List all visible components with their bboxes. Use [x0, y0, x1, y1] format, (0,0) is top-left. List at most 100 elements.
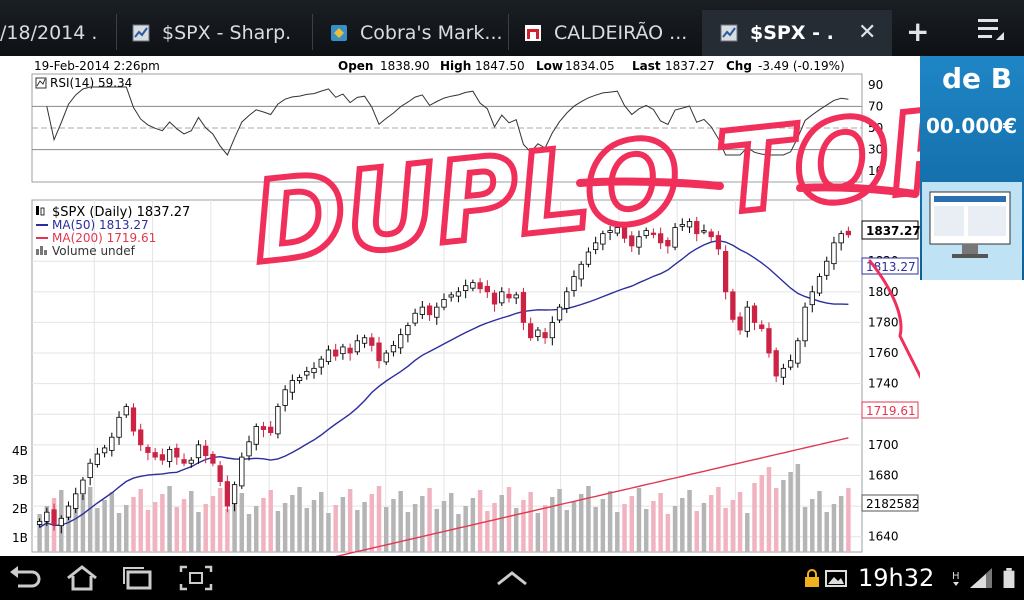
close-tab-icon[interactable]: ✕	[858, 20, 877, 45]
chevron-up-icon[interactable]	[494, 564, 530, 592]
candle	[477, 282, 483, 290]
candle	[665, 240, 671, 247]
ad-headline: de B	[942, 62, 1013, 95]
candle	[766, 328, 772, 354]
candle	[419, 306, 425, 315]
candle	[600, 233, 606, 245]
volume-bar	[369, 494, 375, 552]
open-label: Open	[338, 59, 373, 73]
candle	[275, 406, 281, 435]
stock-chart[interactable]: 19-Feb-2014 2:26pm Open 1838.90 High 184…	[0, 56, 920, 556]
tab-label: CALDEIRÃO ...	[554, 22, 688, 44]
tab-4[interactable]: CALDEIRÃO ...	[524, 10, 696, 56]
candle	[694, 221, 700, 235]
volume-bar	[730, 500, 736, 552]
volume-bar	[196, 512, 201, 552]
candle	[181, 459, 187, 464]
rsi-tick-label: 90	[868, 78, 883, 92]
candle	[578, 263, 584, 280]
volume-bar	[716, 487, 721, 552]
candle	[614, 227, 620, 234]
volume-bar	[485, 511, 490, 552]
tab-separator	[312, 14, 313, 50]
battery-icon	[1003, 568, 1015, 588]
chart-date: 19-Feb-2014 2:26pm	[34, 59, 160, 73]
price-tick-label: 1700	[868, 438, 899, 452]
volume-bar	[499, 495, 505, 552]
candle	[636, 236, 642, 248]
candle	[94, 453, 101, 465]
volume-bar	[138, 489, 143, 552]
candle	[101, 447, 108, 454]
volume-bar	[326, 513, 331, 552]
screenshot-icon[interactable]	[178, 564, 214, 592]
price-tick-label: 1760	[868, 346, 899, 360]
candle	[506, 293, 512, 299]
volume-bar	[622, 504, 627, 552]
candle	[491, 292, 498, 305]
volume-bar	[246, 514, 252, 552]
candle	[203, 445, 209, 456]
candle	[224, 481, 231, 507]
candle	[463, 285, 469, 292]
chg-value: -3.49 (-0.19%)	[758, 59, 845, 73]
candle	[130, 407, 137, 432]
candle	[535, 329, 541, 337]
volume-bar	[124, 505, 129, 552]
new-tab-icon[interactable]: +	[906, 15, 930, 48]
tab-1[interactable]: /18/2014 .	[0, 10, 112, 56]
volume-bar	[607, 491, 613, 552]
volume-bar	[347, 489, 353, 552]
rsi-indicator-icon	[35, 77, 47, 89]
volume-bar	[542, 505, 548, 552]
volume-bar	[456, 514, 461, 552]
last-price-tag-text: 1837.27	[866, 224, 920, 238]
open-value: 1838.90	[380, 59, 430, 73]
volume-bar	[261, 498, 266, 552]
volume-bar	[846, 488, 851, 552]
candle	[340, 346, 346, 355]
candle	[701, 230, 707, 233]
rsi-tick-label: 50	[868, 121, 883, 135]
price-tick-label: 1640	[868, 530, 899, 544]
gallery-icon	[825, 570, 847, 587]
volume-bar	[412, 504, 418, 552]
candle	[564, 291, 570, 309]
candle	[426, 305, 433, 316]
candle	[816, 276, 823, 294]
volume-bar	[383, 507, 389, 552]
candle	[838, 233, 844, 244]
candle-legend-icon	[36, 206, 45, 216]
home-icon[interactable]	[64, 564, 100, 592]
hspa-icon: H	[952, 571, 960, 586]
back-icon[interactable]	[8, 564, 44, 592]
high-value: 1847.50	[475, 59, 525, 73]
tab-2[interactable]: $SPX - Sharp.	[132, 10, 308, 56]
advertisement-banner[interactable]: de B 00.000€	[920, 56, 1024, 280]
tab-5-active[interactable]: $SPX - .	[702, 10, 892, 56]
volume-bar	[651, 501, 656, 552]
signal-icon	[970, 568, 992, 588]
ad-amount: 00.000€	[926, 114, 1018, 138]
page-content: 19-Feb-2014 2:26pm Open 1838.90 High 184…	[0, 56, 1024, 556]
candle	[448, 294, 454, 298]
volume-bar	[282, 503, 288, 552]
candle	[73, 493, 79, 509]
menu-icon[interactable]	[976, 16, 1006, 44]
recent-apps-icon[interactable]	[120, 564, 156, 592]
volume-bar	[203, 504, 208, 552]
candle	[217, 465, 223, 482]
ad-monitor-image	[922, 182, 1022, 280]
volume-bar	[795, 464, 801, 552]
volume-bar	[687, 490, 692, 552]
volume-bar	[174, 507, 180, 552]
candle	[253, 426, 259, 445]
volume-bar	[788, 472, 793, 552]
volume-bar	[441, 501, 447, 552]
candle	[412, 312, 418, 324]
legend-volume: Volume undef	[52, 244, 136, 258]
tab-3[interactable]: Cobra's Mark...	[330, 10, 502, 56]
candle	[657, 233, 664, 244]
candle	[470, 282, 476, 289]
candle	[737, 316, 743, 331]
